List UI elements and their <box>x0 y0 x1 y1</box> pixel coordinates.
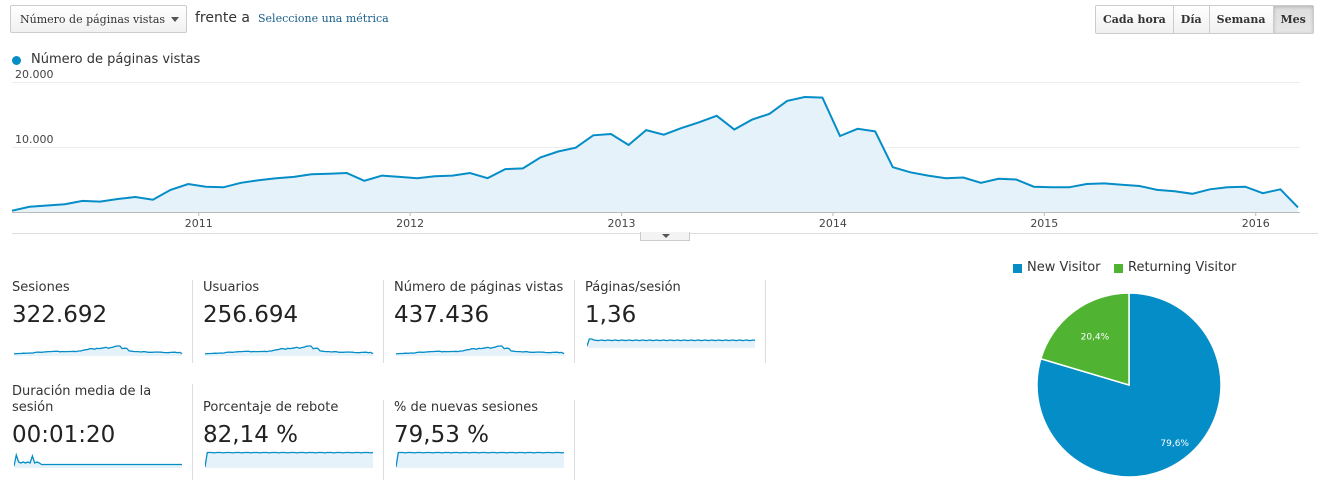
scorecard-label: Usuarios <box>203 280 260 295</box>
scorecard-pageviews[interactable]: Número de páginas vistas 437.436 <box>394 280 575 363</box>
x-tick-label: 2012 <box>396 217 424 230</box>
scorecard-new-sessions[interactable]: % de nuevas sesiones 79,53 % <box>394 400 575 480</box>
sparkline-area <box>396 452 564 468</box>
metric-select-label: Número de páginas vistas <box>20 13 166 26</box>
scorecard-label: Páginas/sesión <box>585 280 681 295</box>
sparkline <box>587 338 756 348</box>
chart-area <box>12 97 1298 212</box>
scorecard-sessions[interactable]: Sesiones 322.692 <box>12 280 193 363</box>
x-tick-label: 2016 <box>1242 217 1270 230</box>
granularity-week-button[interactable]: Semana <box>1208 6 1273 33</box>
y-axis-labels: 20.000 10.000 <box>15 70 54 146</box>
scorecard-label: Porcentaje de rebote <box>203 400 339 415</box>
visitor-type-pie[interactable]: 79,6% 20,4% <box>1030 286 1230 486</box>
pageviews-chart[interactable]: 20.000 10.000 2011 2012 2013 2014 2015 2016 <box>0 70 1324 235</box>
new-visitor-legend-swatch <box>1013 264 1022 273</box>
x-tick-label: 2011 <box>185 217 213 230</box>
sparkline-area <box>14 346 182 356</box>
x-tick-label: 2015 <box>1030 217 1058 230</box>
sparkline-line <box>14 452 182 467</box>
sparkline <box>14 452 182 468</box>
chevron-down-icon <box>171 17 179 22</box>
sparkline-line <box>205 451 374 468</box>
scorecard-label: Duración media de la sesión <box>12 384 152 415</box>
select-metric-link[interactable]: Seleccione una métrica <box>258 12 389 25</box>
scorecard-label: Sesiones <box>12 280 70 295</box>
metric-select[interactable]: Número de páginas vistas <box>10 5 187 33</box>
series-legend-label: Número de páginas vistas <box>31 52 201 67</box>
sparkline-area <box>205 346 373 356</box>
sparkline-line <box>396 451 565 468</box>
scorecard-value: 1,36 <box>585 302 637 328</box>
scorecard-value: 82,14 % <box>203 422 299 448</box>
granularity-month-button[interactable]: Mes <box>1272 6 1313 33</box>
scorecard-bounce-rate[interactable]: Porcentaje de rebote 82,14 % <box>203 400 384 480</box>
y-tick-label: 10.000 <box>15 133 54 146</box>
chart-collapse-handle[interactable] <box>640 232 690 241</box>
pie-slice-label: 79,6% <box>1160 439 1189 449</box>
scorecard-value: 79,53 % <box>394 422 490 448</box>
collapse-arrow-icon <box>662 234 670 238</box>
sparkline-area <box>587 339 755 348</box>
sparkline-line <box>205 345 374 355</box>
sparkline <box>14 345 183 356</box>
scorecard-label: Número de páginas vistas <box>394 280 564 295</box>
x-tick-label: 2014 <box>819 217 847 230</box>
versus-text: frente a <box>195 10 250 26</box>
scorecard-value: 437.436 <box>394 302 490 328</box>
scorecard-value: 322.692 <box>12 302 108 328</box>
sparkline-area <box>205 452 373 468</box>
pie-slice-label: 20,4% <box>1081 332 1110 342</box>
scorecard-label: % de nuevas sesiones <box>394 400 539 415</box>
granularity-day-button[interactable]: Día <box>1172 6 1209 33</box>
scorecard-users[interactable]: Usuarios 256.694 <box>203 280 384 363</box>
y-tick-label: 20.000 <box>15 70 54 81</box>
sparkline-line <box>396 345 565 355</box>
chart-line <box>11 95 1299 212</box>
sparkline <box>205 451 374 468</box>
x-axis-labels: 2011 2012 2013 2014 2015 2016 <box>185 212 1270 230</box>
series-legend-dot <box>12 56 21 65</box>
returning-visitor-legend-swatch <box>1114 264 1123 273</box>
sparkline-line <box>587 338 756 347</box>
scorecard-value: 00:01:20 <box>12 422 116 448</box>
scorecard-pages-per-session[interactable]: Páginas/sesión 1,36 <box>585 280 766 363</box>
scorecard-avg-session-duration[interactable]: Duración media de la sesión 00:01:20 <box>12 384 193 480</box>
sparkline-line <box>14 345 183 355</box>
granularity-toggle: Cada hora Día Semana Mes <box>1095 5 1314 34</box>
sparkline-area <box>396 346 564 356</box>
pie-slice-returning-visitor <box>1039 292 1130 387</box>
sparkline <box>396 345 565 356</box>
new-visitor-legend-label[interactable]: New Visitor <box>1027 260 1101 275</box>
sparkline <box>396 451 565 468</box>
returning-visitor-legend-label[interactable]: Returning Visitor <box>1128 260 1237 275</box>
x-tick-label: 2013 <box>608 217 636 230</box>
sparkline-area <box>14 455 182 468</box>
scorecard-value: 256.694 <box>203 302 299 328</box>
sparkline <box>205 345 374 356</box>
granularity-hourly-button[interactable]: Cada hora <box>1096 6 1173 33</box>
